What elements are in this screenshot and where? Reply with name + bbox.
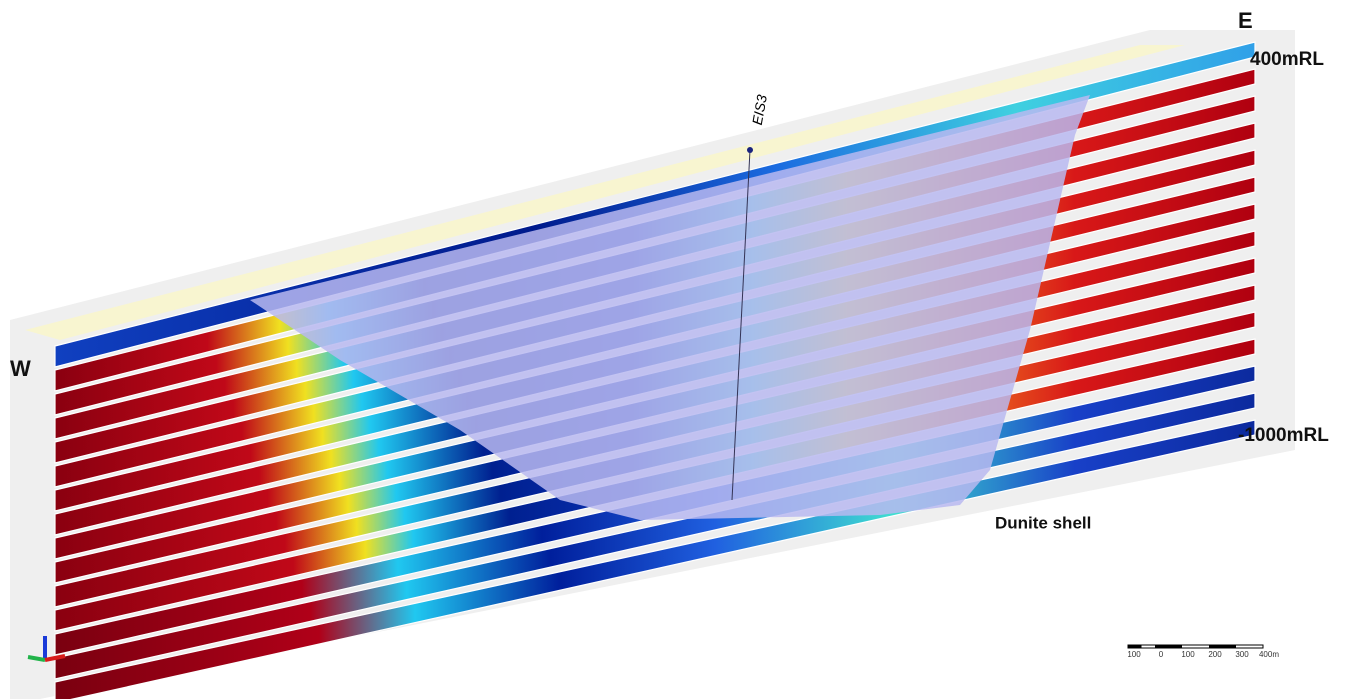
dunite-shell bbox=[250, 95, 1090, 520]
axes-triad bbox=[27, 636, 66, 662]
west-label: W bbox=[10, 356, 31, 381]
drillhole-collar bbox=[747, 147, 753, 153]
bottom-level-label: -1000mRL bbox=[1238, 425, 1329, 446]
top-slab bbox=[25, 45, 1185, 340]
drillhole-trace bbox=[731, 149, 751, 501]
top-level-label: 400mRL bbox=[1250, 49, 1324, 70]
drillhole-label: EIS3 bbox=[749, 93, 770, 126]
scale-label: 0 bbox=[1159, 650, 1164, 659]
scale-label: 100 bbox=[1181, 650, 1195, 659]
scale-label: 400m bbox=[1259, 650, 1279, 659]
scale-label: 300 bbox=[1235, 650, 1249, 659]
scale-label: 200 bbox=[1208, 650, 1222, 659]
scale-label: 100 bbox=[1127, 650, 1141, 659]
east-label: E bbox=[1238, 8, 1253, 33]
shell-label: Dunite shell bbox=[995, 513, 1091, 532]
scale-bar: 100 0 100 200 300 400m bbox=[1127, 644, 1279, 659]
